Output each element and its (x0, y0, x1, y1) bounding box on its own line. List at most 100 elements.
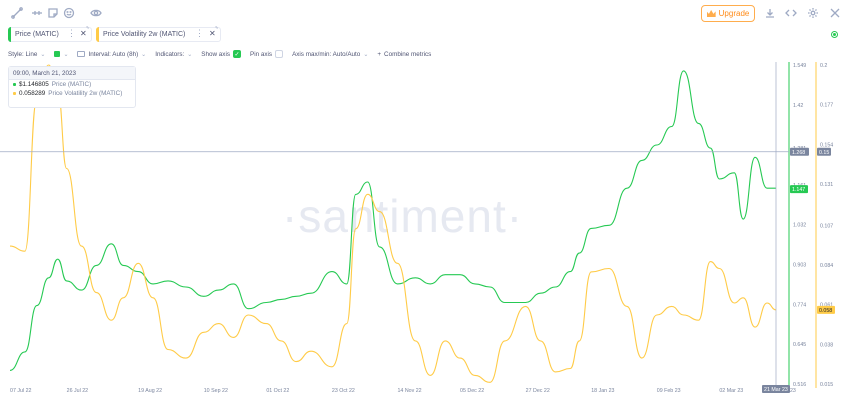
upgrade-button[interactable]: Upgrade (701, 5, 755, 22)
tooltip-value: 0.058289 (19, 90, 46, 97)
last-price-tag: 1.147 (792, 187, 805, 193)
indicators-select[interactable]: Indicators: ⌄ (155, 51, 192, 58)
x-tick-label: 27 Dec 22 (526, 388, 550, 394)
note-icon[interactable] (46, 6, 60, 20)
axes-layer: 07 Jul 22 26 Jul 22 19 Aug 22 10 Sep 22 01 O… (0, 62, 835, 394)
tooltip-series-name: Price (MATIC) (51, 81, 92, 88)
last-price-tag-bg (790, 185, 808, 194)
x-tick-label: 18 Jan 23 (591, 388, 614, 394)
tooltip-value: $1.146805 (19, 81, 49, 88)
axis-maxmin-select[interactable]: Axis max/min: Auto/Auto ⌄ (292, 51, 368, 58)
tab-color-bar (8, 27, 11, 42)
series-layer (9, 64, 777, 383)
live-status-icon (831, 31, 838, 38)
chevron-down-icon: ⌄ (363, 51, 369, 58)
download-icon[interactable] (763, 6, 777, 20)
crosshair-date-tag-bg (762, 385, 790, 393)
series-swatch (13, 92, 16, 95)
combine-metrics-button[interactable]: + Combine metrics (377, 51, 431, 58)
checkbox-checked-icon[interactable]: ✓ (233, 50, 241, 58)
color-swatch (54, 51, 61, 57)
chevron-down-icon: ⌄ (187, 51, 193, 58)
toolbar: Upgrade (0, 0, 850, 26)
x-tick-label: 09 Feb 23 (657, 388, 681, 394)
series-swatch (13, 83, 16, 86)
close-icon[interactable] (828, 6, 842, 20)
upgrade-label: Upgrade (718, 9, 750, 18)
price-tick-label: 0.645 (793, 342, 806, 348)
price-tick-label: 0.516 (793, 382, 806, 388)
tooltip-row: 0.058289 Price Volatility 2w (MATIC) (9, 89, 135, 98)
x-tick-label: 05 Dec 22 (460, 388, 484, 394)
price-tick-label: 1.42 (793, 103, 803, 109)
volatility-tick-label: 0.2 (820, 63, 827, 69)
more-icon[interactable]: ⋮ (67, 28, 76, 38)
more-icon[interactable]: ⋮ (195, 28, 204, 38)
checkbox-unchecked-icon[interactable] (275, 50, 284, 58)
plus-icon: + (377, 50, 382, 58)
volatility-tick-label: 0.177 (820, 103, 833, 109)
pin-axis-toggle[interactable]: Pin axis (250, 50, 284, 58)
crosshair-date-tag: 21 Mar 23 (764, 387, 788, 393)
x-tick-label: 01 Oct 22 (266, 388, 289, 394)
color-select[interactable]: ⌄ (54, 51, 68, 58)
embed-icon[interactable] (784, 6, 798, 20)
volatility-series-line (9, 64, 777, 383)
volatility-tick-label: 0.154 (820, 142, 833, 148)
tooltip: 09:00, March 21, 2023 $1.146805 Price (M… (8, 66, 136, 108)
close-icon[interactable]: ✕ (209, 29, 216, 38)
crosshair-price-tag: 1.268 (792, 150, 805, 156)
chevron-down-icon: ⌄ (141, 51, 147, 58)
tooltip-series-name: Price Volatility 2w (MATIC) (48, 90, 123, 97)
volatility-tick-label: 0.015 (820, 382, 833, 388)
new-badge-icon: ✎ (86, 25, 90, 30)
line-tool-icon[interactable] (10, 6, 24, 20)
price-tick-label: 1.549 (793, 63, 806, 69)
chart-settings: Style: Line ⌄ ⌄ Interval: Auto (8h) ⌄ In… (8, 48, 440, 60)
crosshair-volatility-tag: 0.15 (819, 150, 829, 156)
x-tick-label: 23 Oct 22 (332, 388, 355, 394)
x-tick-label: 26 Jul 22 (67, 388, 89, 394)
close-icon[interactable]: ✕ (80, 29, 87, 38)
tab-price-matic[interactable]: Price (MATIC) ⋮ ✕ ✎ (8, 25, 92, 42)
ruler-icon[interactable] (30, 6, 44, 20)
volatility-tick-label: 0.038 (820, 342, 833, 348)
volatility-tick-label: 0.084 (820, 263, 833, 269)
tooltip-date: 09:00, March 21, 2023 (9, 67, 135, 80)
tab-price-volatility[interactable]: Price Volatility 2w (MATIC) ⋮ ✕ ✎ (96, 25, 221, 42)
gear-icon[interactable] (806, 6, 820, 20)
interval-label: Interval: Auto (8h) (88, 50, 139, 58)
combine-label: Combine metrics (384, 50, 432, 58)
style-select[interactable]: Style: Line ⌄ (8, 51, 45, 58)
chevron-down-icon: ⌄ (63, 51, 69, 58)
volatility-tick-label: 0.061 (820, 303, 833, 309)
price-tick-label: 0.774 (793, 302, 806, 308)
show-axis-toggle[interactable]: Show axis ✓ (201, 50, 241, 58)
last-volatility-tag: 0.058 (819, 308, 832, 314)
chart-canvas[interactable]: ·santiment· 07 Jul 22 26 Jul 22 19 Aug 22 1… (0, 62, 850, 401)
tooltip-row: $1.146805 Price (MATIC) (9, 80, 135, 89)
volatility-tick-label: 0.131 (820, 182, 833, 188)
chevron-down-icon: ⌄ (40, 51, 46, 58)
x-tick-label: 19 Aug 22 (138, 388, 162, 394)
tab-color-bar (96, 27, 99, 42)
axis-maxmin-label: Axis max/min: Auto/Auto (292, 50, 361, 58)
show-axis-label: Show axis (201, 50, 230, 58)
new-badge-icon: ✎ (215, 25, 219, 30)
x-tick-label: 07 Jul 22 (10, 388, 32, 394)
x-tick-label: 10 Sep 22 (204, 388, 228, 394)
indicators-label: Indicators: (155, 50, 185, 58)
volatility-tick-label: 0.107 (820, 223, 833, 229)
calendar-icon (77, 51, 86, 57)
eye-icon[interactable] (89, 6, 103, 20)
emoji-icon[interactable] (62, 6, 76, 20)
crosshair-price-tag-bg (790, 147, 809, 156)
interval-select[interactable]: Interval: Auto (8h) ⌄ (77, 51, 146, 58)
last-volatility-tag-bg (817, 305, 835, 314)
crosshair-volatility-tag-bg (817, 147, 831, 156)
price-series-line (9, 70, 776, 371)
x-tick-label: 14 Nov 22 (397, 388, 421, 394)
tab-label: Price Volatility 2w (MATIC) (103, 31, 186, 38)
style-label: Style: Line (8, 50, 38, 58)
